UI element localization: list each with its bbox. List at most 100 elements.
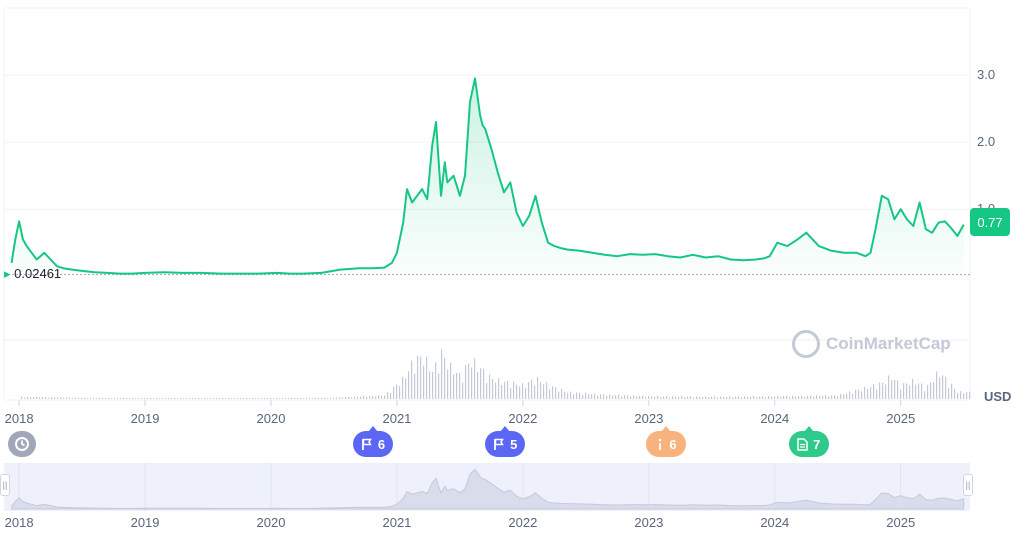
volume-bar [507,381,509,399]
navigator-right-handle[interactable]: || [963,474,973,496]
volume-bar [465,365,467,399]
volume-bar [219,397,221,399]
volume-bar [597,395,599,399]
volume-bar [180,397,182,399]
volume-bar [762,396,764,399]
volume-bar [537,376,539,399]
volume-bar [558,391,560,399]
volume-bar [963,393,965,399]
volume-bar [144,398,146,399]
volume-bar [177,398,179,399]
volume-bar [912,378,914,399]
volume-bar [489,374,491,399]
volume-bar [717,397,719,399]
volume-bar [63,397,65,399]
volume-bar [396,384,398,399]
volume-bar [342,397,344,399]
volume-bar [249,398,251,399]
volume-bar [381,395,383,399]
volume-bar [75,397,77,399]
volume-bar [183,398,185,399]
volume-bar [621,396,623,399]
volume-bar [393,386,395,399]
volume-bar [354,396,356,399]
navigator-year-label: 2022 [508,515,537,530]
volume-bar [414,373,416,399]
volume-bar [798,396,800,399]
price-area-fill [11,78,964,275]
year-tick-label: 2021 [382,411,411,426]
volume-bar [498,378,500,399]
volume-bar [135,398,137,399]
volume-bar [945,376,947,399]
event-badge-info[interactable]: 6 [646,426,687,457]
volume-bar [516,384,518,399]
volume-bar [339,397,341,399]
volume-bar [447,369,449,399]
volume-bar [387,392,389,399]
price-tick-label: 3.0 [977,67,995,82]
volume-bar [678,396,680,399]
volume-bar [87,397,89,399]
volume-bar [753,396,755,399]
volume-bar [951,383,953,399]
volume-bar [369,395,371,399]
event-badge-flag[interactable]: 6 [353,426,394,457]
volume-bar [231,398,233,399]
volume-bar [909,385,911,399]
year-tick-label: 2018 [5,411,34,426]
volume-bar [171,397,173,399]
volume-bar [582,394,584,399]
volume-bar [225,398,227,399]
volume-bar [303,398,305,399]
currency-label: USD [984,389,1012,404]
volume-bar [606,395,608,399]
volume-bar [570,391,572,399]
year-tick-label: 2025 [886,411,915,426]
volume-bar [216,398,218,399]
flag-icon [493,438,505,451]
volume-bar [441,349,443,399]
volume-bar [426,356,428,399]
volume-bar [105,397,107,399]
volume-bar [138,397,140,399]
volume-bar [882,382,884,399]
volume-bar [744,396,746,399]
navigator-left-handle[interactable]: || [0,474,10,496]
volume-bar [261,398,263,399]
volume-bar [618,394,620,399]
event-badge-doc[interactable]: 7 [788,426,829,457]
volume-bar [726,396,728,399]
volume-bar [129,398,131,399]
volume-bar [696,396,698,399]
volume-bar [432,372,434,399]
info-icon [656,438,664,451]
volume-bar [390,392,392,399]
volume-bar [330,397,332,399]
volume-bar [273,398,275,399]
volume-bar [375,396,377,399]
year-tick-label: 2020 [257,411,286,426]
volume-bar [222,398,224,399]
volume-bar [495,382,497,399]
volume-bar [669,397,671,399]
event-badge-flag[interactable]: 5 [485,426,526,457]
volume-bar [114,397,116,399]
volume-bar [828,396,830,399]
volume-bar [246,398,248,399]
volume-bar [867,388,869,399]
volume-bar [513,381,515,399]
volume-bar [147,397,149,399]
volume-bar [504,381,506,399]
volume-bar [939,377,941,399]
volume-bar [924,391,926,399]
volume-bar [852,393,854,399]
volume-bar [51,396,53,399]
history-button[interactable] [8,431,36,457]
volume-bar [213,398,215,399]
volume-bar [444,357,446,399]
volume-bar [336,397,338,399]
volume-bar [849,391,851,399]
navigator-year-label: 2024 [760,515,789,530]
